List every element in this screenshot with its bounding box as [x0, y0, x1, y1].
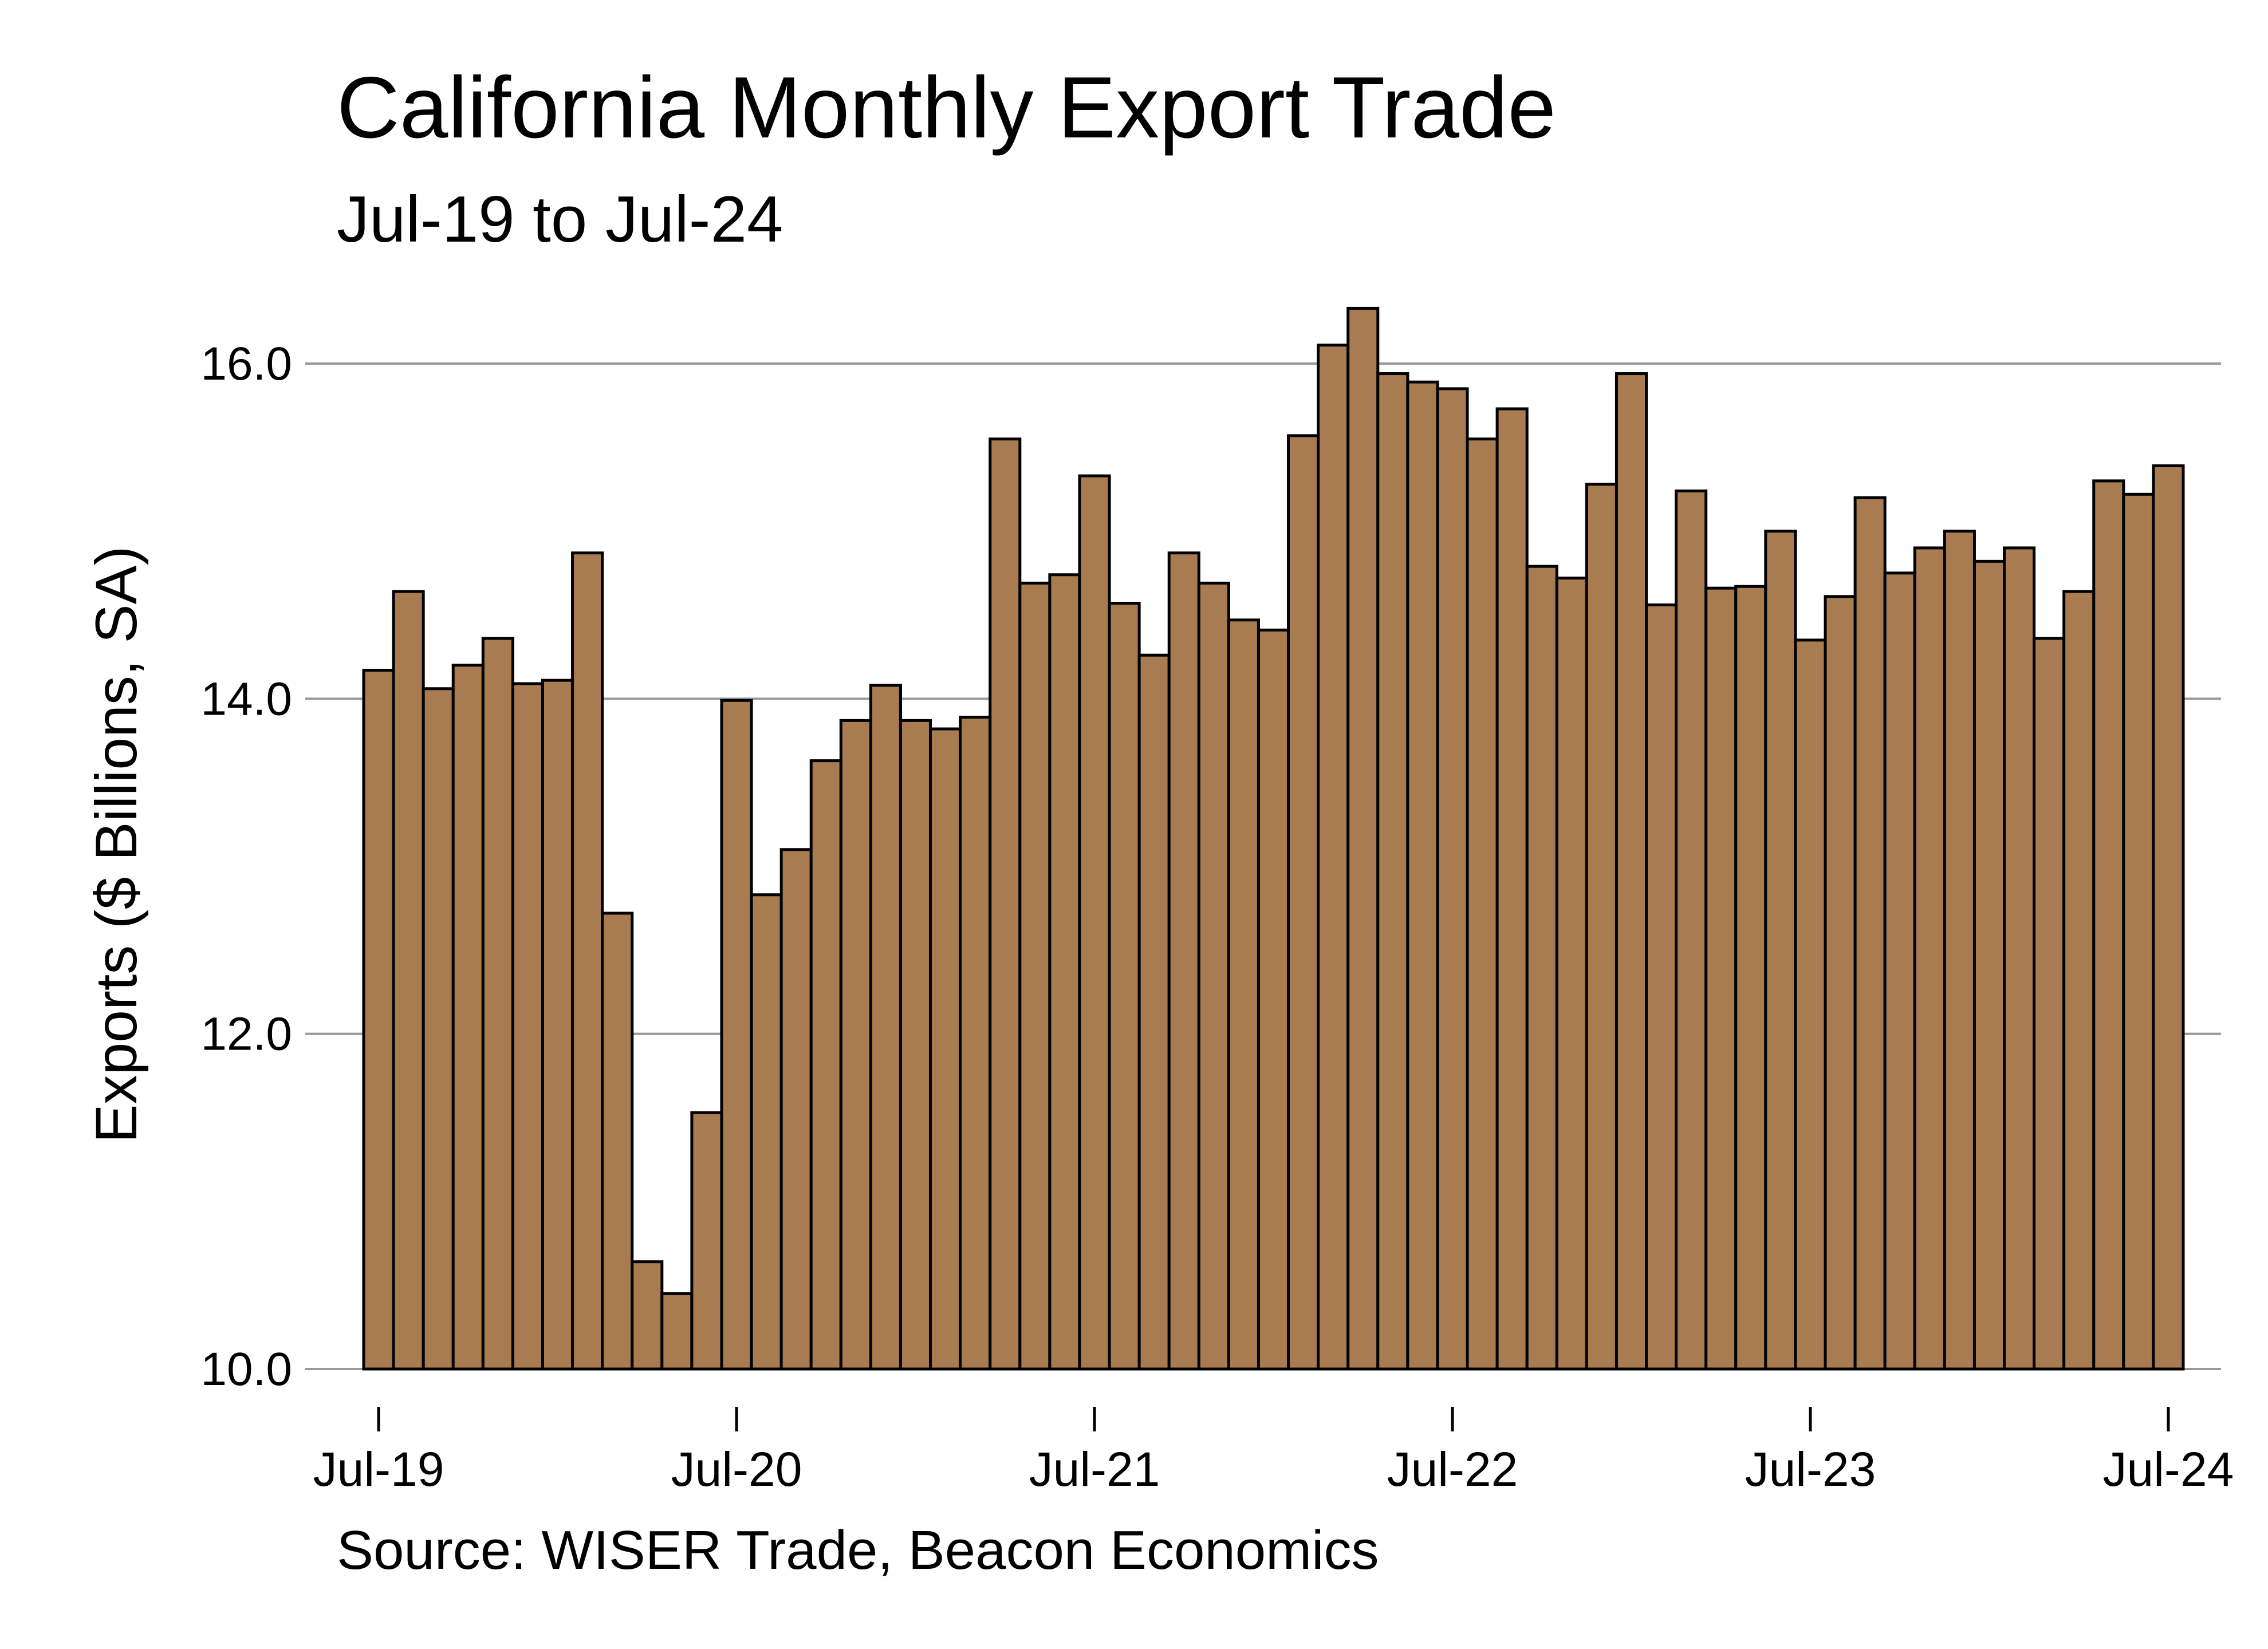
bar-Sep-21: [1137, 653, 1171, 1371]
bar-Apr-24: [2062, 590, 2096, 1371]
bar-Jul-19: [362, 669, 395, 1371]
bar-Dec-19: [511, 682, 544, 1371]
bar-Mar-23: [1675, 489, 1708, 1371]
y-axis-label: Exports ($ Billions, SA): [84, 546, 149, 1143]
bar-Jun-20: [690, 1111, 723, 1371]
bar-Aug-21: [1108, 602, 1141, 1371]
source-note: Source: WISER Trade, Beacon Economics: [337, 1520, 1379, 1581]
bar-May-21: [1018, 581, 1052, 1371]
chart-title: California Monthly Export Trade: [337, 59, 1556, 156]
bar-Jan-21: [899, 719, 932, 1371]
y-tick-label: 12.0: [200, 1008, 292, 1060]
bar-Feb-24: [2003, 546, 2036, 1371]
bar-Jul-20: [720, 699, 753, 1371]
bar-May-22: [1376, 372, 1409, 1371]
y-tick-label: 16.0: [200, 338, 292, 390]
x-tick-label: Jul-23: [1745, 1442, 1876, 1496]
bar-Oct-23: [1883, 571, 1916, 1371]
bar-Jun-22: [1406, 380, 1439, 1371]
bar-Sep-20: [779, 848, 813, 1371]
bar-Oct-20: [809, 759, 842, 1371]
bar-Jan-20: [541, 678, 574, 1371]
bar-Jul-24: [2152, 464, 2185, 1371]
bar-Mar-22: [1317, 344, 1350, 1371]
bar-Nov-21: [1197, 581, 1230, 1371]
bar-Apr-22: [1346, 306, 1380, 1371]
bar-Apr-21: [989, 437, 1022, 1371]
bar-Dec-20: [869, 684, 902, 1371]
bar-Jun-21: [1048, 573, 1081, 1371]
bar-Feb-23: [1645, 603, 1678, 1371]
bar-Mar-20: [601, 912, 634, 1371]
x-tick-label: Jul-19: [313, 1442, 444, 1496]
bars: [362, 306, 2185, 1371]
bar-Jan-22: [1257, 628, 1290, 1371]
bar-Oct-19: [451, 664, 485, 1371]
bar-May-23: [1734, 585, 1767, 1371]
bar-Nov-23: [1913, 546, 1946, 1371]
bar-Jan-23: [1615, 372, 1648, 1371]
bar-Apr-23: [1704, 586, 1738, 1371]
bar-Sep-22: [1495, 407, 1529, 1371]
bar-Aug-19: [392, 590, 425, 1371]
bar-Oct-21: [1167, 551, 1200, 1371]
bar-Nov-20: [839, 719, 872, 1371]
bar-Sep-19: [422, 687, 455, 1371]
bar-Jul-23: [1794, 638, 1827, 1371]
bar-Jun-24: [2122, 492, 2155, 1371]
bar-Feb-20: [571, 551, 604, 1371]
x-axis-ticks: Jul-19 Jul-20 Jul-21 Jul-22 Jul-23 Jul-24: [313, 1407, 2234, 1496]
bar-May-20: [660, 1292, 694, 1371]
chart-subtitle: Jul-19 to Jul-24: [337, 183, 783, 256]
bar-Jul-22: [1436, 387, 1469, 1371]
x-tick-label: Jul-20: [671, 1442, 802, 1496]
bar-Apr-20: [631, 1260, 664, 1371]
bar-Dec-21: [1227, 618, 1260, 1371]
bar-Feb-22: [1287, 434, 1320, 1371]
bar-Aug-22: [1466, 437, 1499, 1371]
x-tick-label: Jul-21: [1029, 1442, 1160, 1496]
bar-Nov-22: [1555, 577, 1588, 1371]
bar-Feb-21: [929, 727, 962, 1371]
y-tick-label: 10.0: [200, 1343, 292, 1395]
bar-Sep-23: [1853, 496, 1887, 1371]
bar-Dec-23: [1943, 530, 1976, 1371]
bar-Mar-24: [2033, 637, 2066, 1371]
bar-Aug-23: [1824, 595, 1857, 1371]
bar-Jan-24: [1972, 559, 2006, 1371]
bar-Jul-21: [1078, 474, 1111, 1371]
bar-Oct-22: [1525, 565, 1558, 1371]
y-tick-label: 14.0: [200, 673, 292, 725]
x-tick-label: Jul-24: [2103, 1442, 2234, 1496]
x-tick-label: Jul-22: [1387, 1442, 1518, 1496]
bar-Dec-22: [1585, 483, 1618, 1371]
bar-Jun-23: [1764, 530, 1797, 1371]
bar-May-24: [2092, 479, 2125, 1371]
bar-Mar-21: [959, 716, 992, 1371]
bar-Aug-20: [750, 893, 783, 1371]
y-axis-ticks: 10.0 12.0 14.0 16.0: [200, 338, 292, 1395]
bar-Nov-19: [481, 637, 514, 1371]
